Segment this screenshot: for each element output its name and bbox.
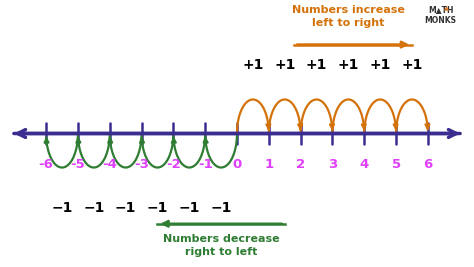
Text: +1: +1 [274, 58, 295, 72]
Text: −1: −1 [210, 201, 232, 215]
Text: +1: +1 [337, 58, 359, 72]
Text: M▲TH
MONKS: M▲TH MONKS [425, 5, 456, 25]
Text: 4: 4 [360, 158, 369, 171]
Text: 0: 0 [232, 158, 242, 171]
Text: 1: 1 [264, 158, 273, 171]
Text: 2: 2 [296, 158, 305, 171]
Text: −1: −1 [115, 201, 137, 215]
Text: -2: -2 [166, 158, 181, 171]
Text: -6: -6 [39, 158, 54, 171]
Text: -4: -4 [102, 158, 117, 171]
Text: Numbers increase
left to right: Numbers increase left to right [292, 5, 405, 28]
Text: −1: −1 [147, 201, 168, 215]
Text: -3: -3 [134, 158, 149, 171]
Text: Numbers decrease
right to left: Numbers decrease right to left [163, 234, 279, 257]
Text: -1: -1 [198, 158, 212, 171]
Text: +1: +1 [306, 58, 327, 72]
Text: ▲: ▲ [444, 7, 449, 11]
Text: −1: −1 [83, 201, 104, 215]
Text: +1: +1 [401, 58, 423, 72]
Text: 5: 5 [392, 158, 401, 171]
Text: +1: +1 [370, 58, 391, 72]
Text: -5: -5 [71, 158, 85, 171]
Text: 6: 6 [423, 158, 432, 171]
Text: 3: 3 [328, 158, 337, 171]
Text: +1: +1 [242, 58, 264, 72]
Text: −1: −1 [179, 201, 200, 215]
Text: −1: −1 [51, 201, 73, 215]
